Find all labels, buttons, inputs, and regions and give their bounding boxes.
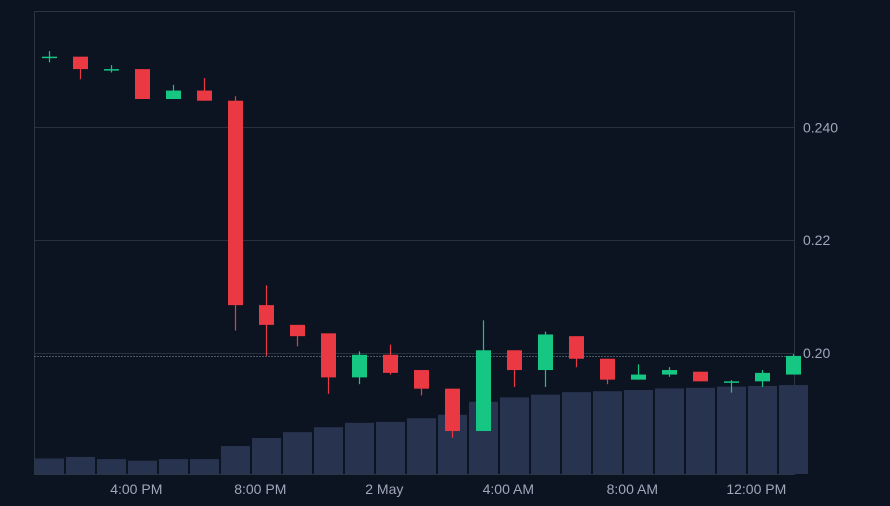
candle-body: [321, 333, 336, 378]
candle-down: [73, 56, 88, 80]
volume-bar: [283, 432, 312, 474]
y-tick-label: 0.22: [803, 232, 830, 248]
candle-body: [104, 69, 119, 71]
candle-body: [724, 381, 739, 383]
volume-bar: [717, 386, 746, 474]
x-tick-label: 4:00 PM: [110, 481, 162, 497]
volume-bar: [407, 418, 436, 474]
candle-body: [73, 56, 88, 70]
candle-down: [569, 336, 584, 368]
volume-bar: [593, 391, 622, 474]
candle-down: [197, 78, 212, 101]
volume-bar: [345, 422, 374, 474]
candle-up: [631, 364, 646, 380]
candle-body: [259, 305, 274, 325]
candle-body: [538, 334, 553, 371]
candle-body: [414, 370, 429, 389]
candle-body: [755, 372, 770, 382]
candle-up: [662, 367, 677, 377]
candle-down: [600, 358, 615, 385]
candle-up: [724, 380, 739, 393]
candles: [42, 51, 801, 438]
volume-bar: [531, 394, 560, 474]
candle-up: [166, 84, 181, 100]
candle-body: [290, 324, 305, 337]
x-tick-label: 12:00 PM: [726, 481, 786, 497]
candle-body: [228, 100, 243, 306]
volume-bar: [252, 438, 281, 474]
plot-frame: [34, 11, 795, 475]
volume-bar: [624, 389, 653, 474]
y-tick-label: 0.240: [803, 119, 838, 135]
candle-down: [693, 371, 708, 382]
volume-bar: [779, 385, 808, 474]
candle-down: [507, 350, 522, 387]
candle-down: [414, 370, 429, 396]
volume-bar: [66, 456, 95, 474]
candle-body: [662, 370, 677, 375]
candle-up: [786, 354, 801, 375]
candle-down: [321, 333, 336, 394]
candle-up: [538, 331, 553, 387]
candle-body: [693, 371, 708, 382]
candle-body: [786, 355, 801, 375]
candle-up: [42, 51, 57, 63]
volume-bars: [35, 385, 808, 474]
volume-bar: [35, 458, 64, 474]
candle-body: [569, 336, 584, 359]
candle-up: [755, 370, 770, 387]
candle-up: [476, 320, 491, 432]
volume-bar: [748, 385, 777, 474]
volume-bar: [655, 388, 684, 474]
x-tick-label: 2 May: [365, 481, 403, 497]
volume-bar: [159, 459, 188, 474]
x-tick-label: 8:00 AM: [607, 481, 658, 497]
candle-body: [631, 374, 646, 380]
candle-body: [476, 350, 491, 432]
candle-down: [135, 69, 150, 100]
candle-body: [42, 56, 57, 59]
x-axis-ticks: 4:00 PM 8:00 PM 2 May 4:00 AM 8:00 AM 12:00 P…: [110, 481, 786, 497]
y-tick-label: 0.20: [803, 345, 830, 361]
candle-down: [228, 96, 243, 331]
candle-body: [135, 69, 150, 100]
candle-body: [166, 90, 181, 100]
candle-body: [600, 358, 615, 380]
candle-body: [383, 354, 398, 373]
volume-bar: [190, 459, 219, 474]
candle-down: [290, 324, 305, 347]
volume-bar: [500, 397, 529, 474]
volume-bar: [562, 392, 591, 474]
candle-body: [352, 354, 367, 378]
candle-down: [259, 285, 274, 356]
volume-bar: [221, 446, 250, 474]
candle-body: [507, 350, 522, 371]
volume-bar: [97, 459, 126, 474]
volume-bar: [128, 460, 157, 474]
grid-lines: [34, 127, 795, 354]
candle-down: [445, 388, 460, 438]
x-tick-label: 8:00 PM: [234, 481, 286, 497]
candle-body: [197, 90, 212, 101]
y-axis-ticks: 0.240 0.22 0.20: [803, 119, 838, 361]
volume-bar: [314, 427, 343, 474]
candle-up: [104, 65, 119, 73]
volume-bar: [376, 421, 405, 474]
x-tick-label: 4:00 AM: [483, 481, 534, 497]
volume-bar: [686, 387, 715, 474]
candle-body: [445, 388, 460, 432]
candle-down: [383, 344, 398, 375]
candle-up: [352, 351, 367, 385]
